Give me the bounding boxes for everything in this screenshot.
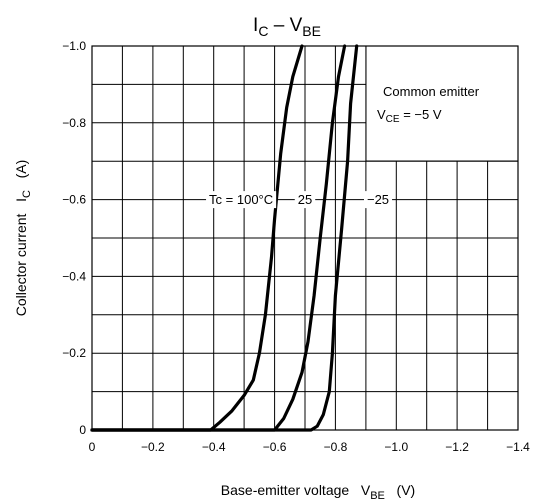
- annotation-line1: Common emitter: [383, 84, 480, 99]
- series-line-0: [90, 44, 304, 432]
- chart-title-sub1: C: [258, 23, 268, 39]
- y-axis-label-unit: (A): [13, 160, 29, 190]
- x-axis-label: Base-emitter voltage VBE (V): [221, 482, 415, 502]
- y-tick-label: −0.6: [62, 193, 86, 207]
- chart-title-sub2: BE: [302, 23, 321, 39]
- y-tick-label: −1.0: [62, 39, 86, 53]
- y-axis-label: Collector current IC (A): [13, 160, 33, 317]
- y-tick-label: −0.4: [62, 269, 86, 283]
- y-tick-label: 0: [79, 423, 86, 437]
- x-axis-label-sub: BE: [370, 490, 385, 502]
- x-tick-label: −0.6: [263, 440, 287, 454]
- series-group: [90, 44, 359, 432]
- series-label-bg-0: [206, 191, 277, 209]
- x-tick-label: −1.4: [506, 440, 530, 454]
- series-label-1: 25: [298, 192, 312, 207]
- x-tick-label: −0.2: [141, 440, 165, 454]
- series-label-2: −25: [367, 192, 389, 207]
- annotation-line2: VCE = −5 V: [377, 107, 442, 125]
- chart-title: IC – VBE: [253, 15, 321, 39]
- series-line-1: [90, 44, 347, 432]
- x-tick-label: −0.4: [202, 440, 226, 454]
- x-tick-label: −1.2: [445, 440, 469, 454]
- series-labels: Tc = 100°C 25 −25: [206, 191, 393, 209]
- x-axis-label-main: Base-emitter voltage V: [221, 482, 371, 498]
- series-label-0: Tc = 100°C: [209, 192, 273, 207]
- y-tick-label: −0.2: [62, 346, 86, 360]
- annotation-line2-main: V: [377, 107, 386, 122]
- x-axis-label-unit: (V): [385, 482, 415, 498]
- y-axis-label-sub: C: [21, 190, 33, 198]
- plot-frame: [91, 45, 519, 431]
- annotation-line2-rest: = −5 V: [400, 107, 442, 122]
- chart-title-mid: – V: [268, 15, 302, 36]
- x-tick-label: −1.0: [384, 440, 408, 454]
- y-axis-label-main: Collector current I: [13, 198, 29, 316]
- annotation-box: Common emitter VCE = −5 V: [365, 45, 519, 162]
- annotation-line2-sub: CE: [386, 114, 400, 125]
- chart-title-main: I: [253, 15, 258, 36]
- series-label-bg-1: [294, 191, 316, 209]
- series-label-bg-2: [363, 191, 393, 209]
- y-tick-label: −0.8: [62, 116, 86, 130]
- y-tick-labels: 0 −0.2 −0.4 −0.6 −0.8 −1.0: [62, 39, 86, 437]
- x-tick-label: 0: [89, 440, 96, 454]
- x-tick-labels: 0 −0.2 −0.4 −0.6 −0.8 −1.0 −1.2 −1.4: [89, 440, 531, 454]
- series-line-2: [90, 44, 359, 432]
- x-tick-label: −0.8: [324, 440, 348, 454]
- annotation-box-rect: [365, 45, 519, 162]
